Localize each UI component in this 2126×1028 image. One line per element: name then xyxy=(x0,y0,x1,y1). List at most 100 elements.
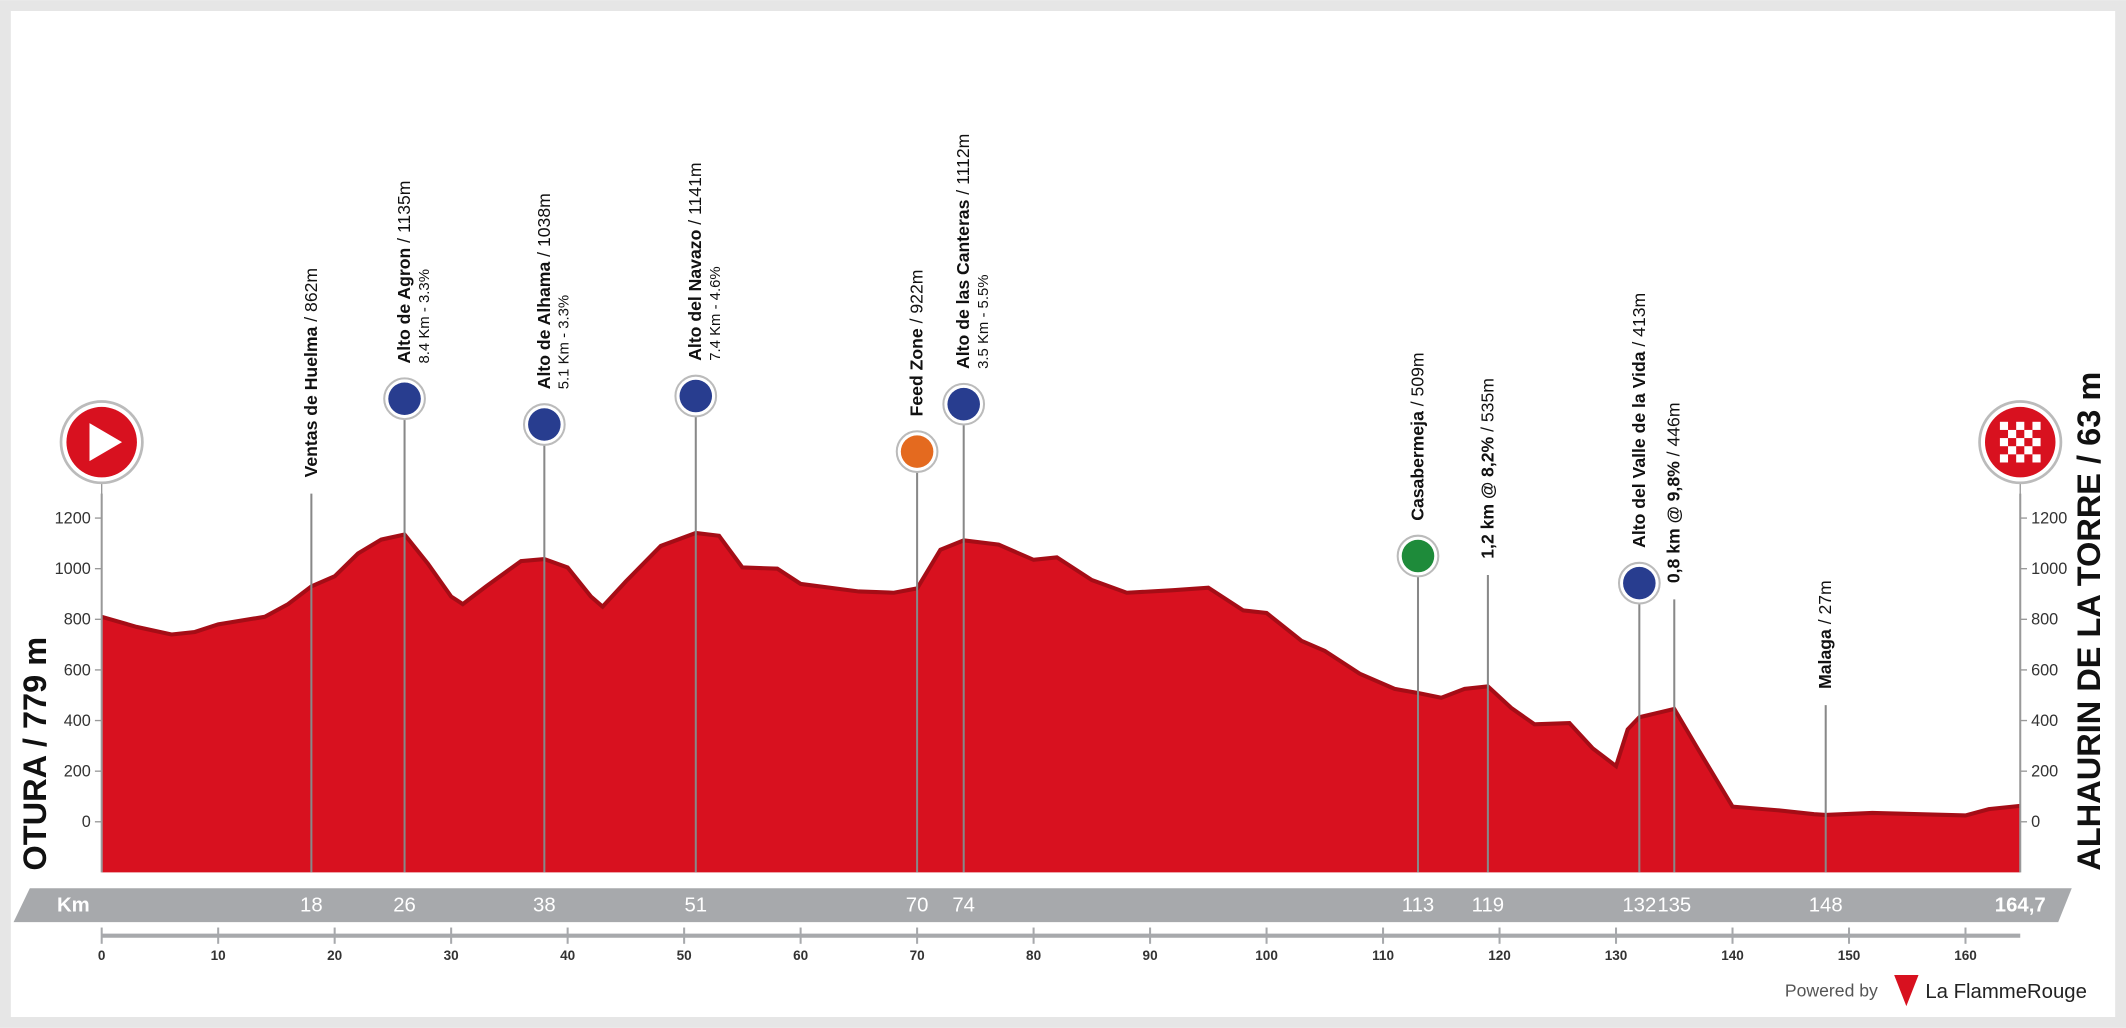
x-tick-label: 20 xyxy=(327,948,342,963)
poi-name: Ventas de Huelma xyxy=(301,326,321,477)
x-tick-label: 120 xyxy=(1488,948,1511,963)
finish-check xyxy=(2016,454,2025,463)
y-tick-label: 0 xyxy=(82,813,91,831)
km-axis-label: Km xyxy=(57,894,90,916)
start-arrow xyxy=(89,423,123,462)
finish-check xyxy=(2016,438,2025,447)
x-tick-label: 10 xyxy=(211,948,226,963)
x-tick-label: 100 xyxy=(1255,948,1278,963)
km-marker: 26 xyxy=(393,894,416,916)
poi-detail: / 27m xyxy=(1815,580,1835,629)
poi-label: Alto de Agron / 1135m xyxy=(394,181,414,364)
brand: La FlammeRouge xyxy=(1925,981,2087,1003)
poi-detail: / 1112m xyxy=(953,134,973,200)
poi-name: Feed Zone xyxy=(907,328,927,416)
y-tick-label: 400 xyxy=(2031,712,2058,730)
finish-check xyxy=(2032,421,2041,430)
brand-logo xyxy=(1894,974,1919,1007)
poi-icon-inner xyxy=(388,382,421,416)
y-tick-label: 1200 xyxy=(55,509,91,527)
poi-sub: 8.4 Km - 3.3% xyxy=(417,269,433,363)
poi-detail: / 1141m xyxy=(685,162,705,229)
finish-check xyxy=(2016,421,2025,430)
poi-name: 1,2 km @ 8,2% xyxy=(1477,436,1497,558)
poi-detail: / 413m xyxy=(1629,293,1649,352)
finish-label: ALHAURIN DE LA TORRE / 63 m xyxy=(2071,372,2107,871)
x-tick-label: 130 xyxy=(1605,948,1628,963)
x-tick-label: 30 xyxy=(444,948,459,963)
x-tick-label: 0 xyxy=(98,948,106,963)
poi-name: Alto del Navazo xyxy=(685,229,705,360)
x-tick-label: 160 xyxy=(1954,948,1977,963)
finish-check xyxy=(2024,446,2033,455)
poi-sub: 7.4 Km - 4.6% xyxy=(708,266,724,360)
poi-sub: 3.5 Km - 5.5% xyxy=(976,274,992,368)
finish-check xyxy=(1999,454,2009,463)
poi-icon-inner xyxy=(947,387,980,421)
poi-label: Alto del Valle de la Vida / 413m xyxy=(1629,293,1649,548)
poi-label: Casabermeja / 509m xyxy=(1407,352,1427,520)
poi-name: Alto del Valle de la Vida xyxy=(1629,351,1649,548)
poi-label: Alto del Navazo / 1141m xyxy=(685,162,705,360)
finish-check xyxy=(2032,454,2041,463)
y-tick-label: 1200 xyxy=(2031,509,2067,527)
x-tick-label: 140 xyxy=(1721,948,1744,963)
poi-label: Alto de las Canteras / 1112m xyxy=(953,134,973,369)
poi-name: Malaga xyxy=(1815,629,1835,689)
km-marker: 18 xyxy=(300,894,323,916)
y-tick-label: 1000 xyxy=(2031,560,2067,578)
finish-check xyxy=(2024,429,2033,439)
km-marker: 148 xyxy=(1809,894,1843,916)
finish-check xyxy=(1999,438,2009,447)
km-marker: 70 xyxy=(906,894,929,916)
x-tick-label: 60 xyxy=(793,948,808,963)
poi-label: Ventas de Huelma / 862m xyxy=(301,268,321,477)
powered-by: Powered by xyxy=(1785,981,1878,1001)
y-tick-label: 1000 xyxy=(55,560,91,578)
x-tick-label: 40 xyxy=(560,948,575,963)
km-marker: 135 xyxy=(1657,894,1691,916)
y-tick-label: 200 xyxy=(2031,763,2058,781)
km-marker: 119 xyxy=(1472,894,1504,916)
x-tick-label: 80 xyxy=(1026,948,1041,963)
poi-icon-inner xyxy=(679,379,713,413)
km-marker: 74 xyxy=(952,894,975,916)
x-tick-label: 150 xyxy=(1838,948,1861,963)
poi-sub: 5.1 Km - 3.3% xyxy=(557,295,573,389)
poi-detail: / 862m xyxy=(301,268,321,327)
finish-check xyxy=(1999,421,2009,430)
poi-name: Casabermeja xyxy=(1407,411,1427,521)
km-marker: 38 xyxy=(533,894,556,916)
finish-check xyxy=(2008,429,2017,439)
poi-name: Alto de Agron xyxy=(394,248,414,364)
poi-icon-inner xyxy=(1401,539,1435,573)
poi-label: Feed Zone / 922m xyxy=(907,270,927,417)
finish-check xyxy=(2008,446,2017,455)
x-tick-label: 90 xyxy=(1143,948,1158,963)
poi-label: 0,8 km @ 9,8% / 446m xyxy=(1664,402,1684,583)
elevation-ridge xyxy=(101,530,2021,818)
poi-detail: / 535m xyxy=(1477,378,1497,437)
y-tick-label: 600 xyxy=(64,661,91,679)
poi-detail: / 509m xyxy=(1407,352,1427,411)
poi-detail: / 1135m xyxy=(394,181,414,248)
y-tick-label: 600 xyxy=(2031,661,2058,679)
poi-label: 1,2 km @ 8,2% / 535m xyxy=(1477,378,1497,559)
y-tick-label: 400 xyxy=(64,712,91,730)
y-tick-label: 200 xyxy=(64,763,91,781)
x-tick-label: 70 xyxy=(910,948,925,963)
poi-icon-inner xyxy=(528,408,561,441)
poi-icon-inner xyxy=(1623,566,1656,600)
x-tick-label: 110 xyxy=(1372,948,1394,963)
poi-name: Alto de Alhama xyxy=(534,262,554,390)
x-tick-label: 50 xyxy=(677,948,692,963)
y-tick-label: 0 xyxy=(2031,813,2040,831)
poi-name: Alto de las Canteras xyxy=(953,199,973,369)
km-marker: 113 xyxy=(1402,894,1434,916)
y-tick-label: 800 xyxy=(64,611,91,629)
km-marker: 51 xyxy=(684,894,707,916)
poi-detail: / 446m xyxy=(1664,402,1684,461)
poi-name: 0,8 km @ 9,8% xyxy=(1664,461,1684,583)
